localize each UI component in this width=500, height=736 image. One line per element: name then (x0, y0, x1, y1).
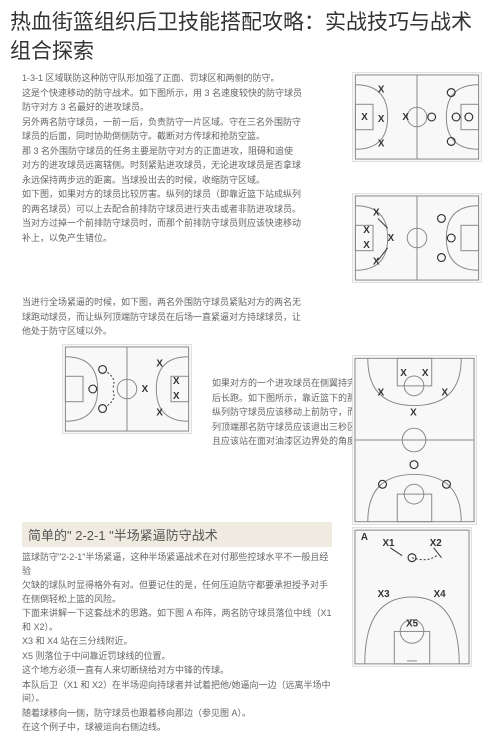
svg-text:X: X (378, 388, 385, 399)
page-title: 热血街篮组织后卫技能搭配攻略：实战技巧与战术组合探索 (0, 0, 500, 73)
text-line: 永远保持两步远的距离。当球投出去的时候，收缩防守区域。 (22, 174, 332, 188)
svg-text:X: X (378, 114, 385, 125)
court-diagram-1: X X X X X (352, 72, 482, 162)
text-line: 如下图，如果对方的球员比较厉害。纵列的球员（即靠近篮下站成纵列 (22, 188, 332, 202)
court-diagram-3: X X X X X (62, 344, 192, 434)
text-line: 随着球移向一侧，防守球员也跟着移向那边（参见图 A）。 (22, 707, 332, 721)
svg-text:X: X (410, 407, 417, 418)
text-line: 补上，以免产生错位。 (22, 232, 332, 246)
text-line: X3 和 X4 站在三分线附近。 (22, 635, 332, 649)
court-diagram-5: X1 X2 X3 X4 X5 A (352, 527, 472, 667)
text-line: 本队后卫（X1 和 X2）在半场迎向持球者并试着把他/她逼向一边（远离半场中间）… (22, 679, 332, 706)
svg-text:X: X (142, 384, 149, 395)
text-line: 欠缺的球队时显得格外有对。但要记住的是，任何压迫防守都要承担授予对手在侧倒轻松上… (22, 579, 332, 606)
section-3: 当进行全场紧逼的时候，如下图，两名外围防守球员紧贴对方的两名无 球跑动球员，而让… (22, 296, 482, 340)
svg-text:A: A (361, 532, 368, 543)
svg-text:X: X (156, 407, 163, 418)
svg-text:X: X (422, 368, 429, 379)
section-5-title: 简单的" 2-2-1 "半场紧逼防守战术 (22, 522, 332, 547)
text-line: 球员的后面，同时协助倒侧防守。截断对方传球和抢防空篮。 (22, 130, 332, 144)
court-diagram-4: X X X X X (352, 355, 477, 525)
section-3-text: 当进行全场紧逼的时候，如下图，两名外围防守球员紧贴对方的两名无 球跑动球员，而让… (22, 296, 332, 339)
svg-text:X: X (373, 256, 380, 267)
text-line: 当对方过掉一个前排防守球员时，而那个前排防守球员则应该快速移动 (22, 217, 332, 231)
svg-text:X: X (442, 388, 449, 399)
text-line: 的两名球员）可以上去配合前排防守球员进行夹击或者非防进攻球员。 (22, 203, 332, 217)
text-line: 那 3 名外围防守球员的任务主要是防守对方的正面进攻，阻碍和追使 (22, 145, 332, 159)
text-line: 篮球防守"2-2-1"半场紧逼，这种半场紧逼战术在对付那些控球水平不一般且经验 (22, 551, 332, 578)
svg-text:X: X (400, 368, 407, 379)
court-diagram-2: X X X X X (352, 193, 482, 283)
text-line: 在这个例子中，球被运向右侧边线。 (22, 721, 332, 735)
svg-text:X: X (402, 112, 409, 123)
svg-text:X: X (173, 376, 180, 387)
svg-text:X4: X4 (434, 589, 447, 600)
section-5: 简单的" 2-2-1 "半场紧逼防守战术 篮球防守"2-2-1"半场紧逼，这种半… (22, 522, 482, 736)
svg-text:X5: X5 (406, 619, 419, 630)
svg-text:X: X (156, 359, 163, 370)
text-line: 当进行全场紧逼的时候，如下图，两名外围防守球员紧贴对方的两名无 (22, 296, 332, 310)
text-line: 这是个快速移动的防守战术。如下图所示，用 3 名速度较快的防守球员 (22, 87, 332, 101)
svg-text:X3: X3 (378, 589, 391, 600)
text-line: 1-3-1 区域联防这种防守队形加强了正面、罚球区和两侧的防守。 (22, 72, 332, 86)
text-line: 他处于防守区域以外。 (22, 325, 332, 339)
svg-text:X: X (373, 208, 380, 219)
svg-text:X: X (378, 138, 385, 149)
svg-text:X: X (361, 112, 368, 123)
svg-text:X2: X2 (430, 538, 443, 549)
svg-text:X1: X1 (383, 538, 396, 549)
section-2: 如下图，如果对方的球员比较厉害。纵列的球员（即靠近篮下站成纵列 的两名球员）可以… (22, 188, 482, 246)
text-line: 下面来讲解一下这套战术的思路。如下图 A 布阵，两名防守球员落位中线（X1 和 … (22, 607, 332, 634)
svg-text:X: X (363, 225, 370, 236)
section-1-text: 1-3-1 区域联防这种防守队形加强了正面、罚球区和两侧的防守。 这是个快速移动… (22, 72, 332, 187)
text-line: 另外两名防守球员，一前一后，负责防守一片区域。守在三名外围防守 (22, 116, 332, 130)
section-2-text: 如下图，如果对方的球员比较厉害。纵列的球员（即靠近篮下站成纵列 的两名球员）可以… (22, 188, 332, 245)
text-line: 对方的进攻球员远离辖侧。时刻紧贴进攻球员，无论进攻球员是否拿球 (22, 159, 332, 173)
svg-text:X: X (173, 391, 180, 402)
text-line: 这个地方必须一直有人来切断绕给对方中锋的传球。 (22, 664, 332, 678)
svg-text:X: X (378, 85, 385, 96)
svg-text:X: X (363, 240, 370, 251)
text-line: X5 则落位于中间靠近罚球线的位置。 (22, 650, 332, 664)
text-line: 防守对方 3 名最好的进攻球员。 (22, 101, 332, 115)
svg-text:X: X (388, 233, 395, 244)
section-1: 1-3-1 区域联防这种防守队形加强了正面、罚球区和两侧的防守。 这是个快速移动… (22, 72, 482, 188)
text-line: 球跑动球员，而让纵列顶端防守球员在后场一直紧逼对方持球球员，让 (22, 311, 332, 325)
